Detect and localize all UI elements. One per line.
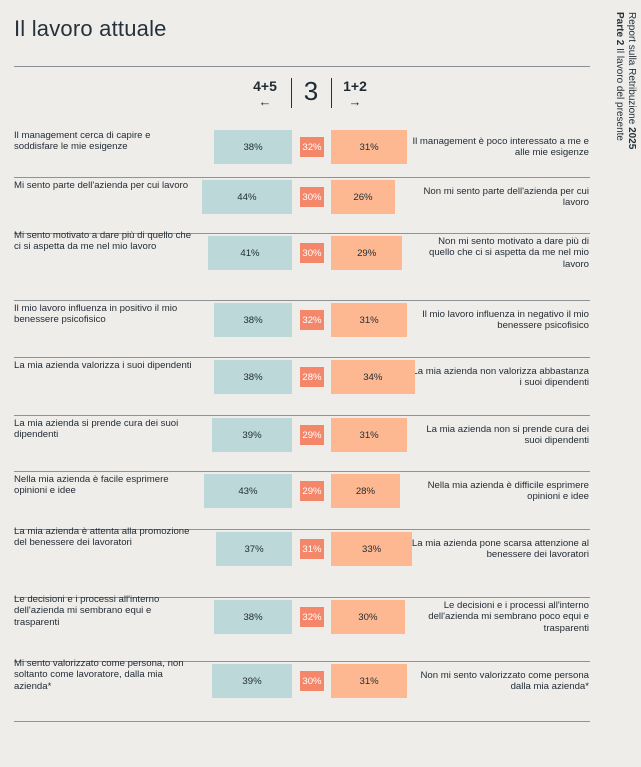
bar-neutral: 32% — [300, 137, 324, 157]
statement-negative: La mia azienda non valorizza abbastanza … — [412, 365, 589, 388]
bar-agree: 44% — [201, 180, 292, 214]
row-divider — [14, 177, 590, 178]
bar-neutral: 29% — [300, 425, 324, 445]
row-divider — [14, 661, 590, 662]
bar-neutral: 31% — [300, 539, 324, 559]
statement-negative: Il management è poco interessato a me e … — [412, 135, 589, 158]
statement-negative: Le decisioni e i processi all'interno de… — [428, 600, 589, 634]
bar-neutral: 30% — [300, 671, 324, 691]
row-divider — [14, 721, 590, 722]
bar-disagree: 34% — [331, 360, 415, 394]
row-divider — [14, 415, 590, 416]
statement-negative: Nella mia azienda è difficile esprimere … — [427, 479, 589, 502]
statement-negative: La mia azienda pone scarsa attenzione al… — [411, 537, 589, 560]
header-divider-right — [331, 78, 332, 108]
bar-disagree: 30% — [331, 600, 405, 634]
bar-agree: 38% — [214, 360, 292, 394]
arrow-left-icon: ← — [258, 94, 272, 109]
statement-positive: Mi sento parte dell'azienda per cui lavo… — [14, 179, 189, 191]
statement-positive: Nella mia azienda è facile esprimere opi… — [14, 473, 169, 497]
row-divider — [14, 597, 590, 598]
scale-header: 4+5 ← 3 1+2 → — [0, 76, 641, 112]
part-label: Parte 2 Il lavoro del presente — [614, 12, 625, 141]
bar-neutral: 30% — [300, 243, 324, 263]
statement-negative: Non mi sento parte dell'azienda per cui … — [423, 185, 589, 208]
bar-disagree: 28% — [331, 474, 400, 508]
bar-agree: 43% — [203, 474, 292, 508]
neutral-header: 3 — [303, 76, 319, 106]
row-divider — [14, 471, 590, 472]
bar-disagree: 31% — [331, 130, 408, 164]
statement-negative: Non mi sento valorizzato come persona da… — [420, 669, 589, 692]
row-divider — [14, 300, 590, 301]
statement-positive: Il management cerca di capire e soddisfa… — [14, 129, 151, 153]
bar-neutral: 28% — [300, 367, 324, 387]
statement-positive: Mi sento valorizzato come persona, non s… — [14, 658, 184, 692]
bar-disagree: 31% — [331, 664, 408, 698]
bar-agree: 38% — [214, 303, 292, 337]
statement-positive: La mia azienda si prende cura dei suoi d… — [14, 417, 179, 441]
bar-disagree: 31% — [331, 418, 408, 452]
bar-agree: 37% — [216, 532, 292, 566]
statement-positive: Il mio lavoro influenza in positivo il m… — [14, 302, 178, 326]
bar-disagree: 29% — [331, 236, 403, 270]
statement-negative: Il mio lavoro influenza in negativo il m… — [422, 308, 589, 331]
statement-positive: La mia azienda valorizza i suoi dipenden… — [14, 359, 192, 371]
statement-positive: Le decisioni e i processi all'interno de… — [14, 594, 160, 628]
bar-neutral: 29% — [300, 481, 324, 501]
statement-negative: La mia azienda non si prende cura dei su… — [426, 423, 589, 446]
agree-header: 4+5 ← — [248, 78, 282, 109]
top-divider — [14, 66, 590, 67]
statement-positive: La mia azienda è attenta alla promozione… — [14, 526, 190, 549]
header-divider-left — [291, 78, 292, 108]
page-title: Il lavoro attuale — [14, 16, 167, 41]
bar-agree: 38% — [214, 600, 292, 634]
bar-agree: 38% — [214, 130, 292, 164]
report-sidebar: Report sulla Retribuzione 2025 Parte 2 I… — [603, 12, 637, 149]
row-divider — [14, 233, 590, 234]
bar-agree: 39% — [212, 418, 292, 452]
report-label: Report sulla Retribuzione 2025 — [626, 12, 637, 150]
bar-neutral: 32% — [300, 310, 324, 330]
bar-neutral: 32% — [300, 607, 324, 627]
bar-agree: 41% — [207, 236, 292, 270]
statement-positive: Mi sento motivato a dare più di quello c… — [14, 230, 192, 253]
statement-negative: Non mi sento motivato a dare più di quel… — [429, 236, 589, 270]
bar-disagree: 26% — [331, 180, 395, 214]
disagree-header: 1+2 → — [340, 78, 370, 109]
bar-neutral: 30% — [300, 187, 324, 207]
bar-agree: 39% — [212, 664, 292, 698]
bar-disagree: 31% — [331, 303, 408, 337]
arrow-right-icon: → — [348, 94, 362, 109]
row-divider — [14, 357, 590, 358]
row-divider — [14, 529, 590, 530]
bar-disagree: 33% — [331, 532, 413, 566]
